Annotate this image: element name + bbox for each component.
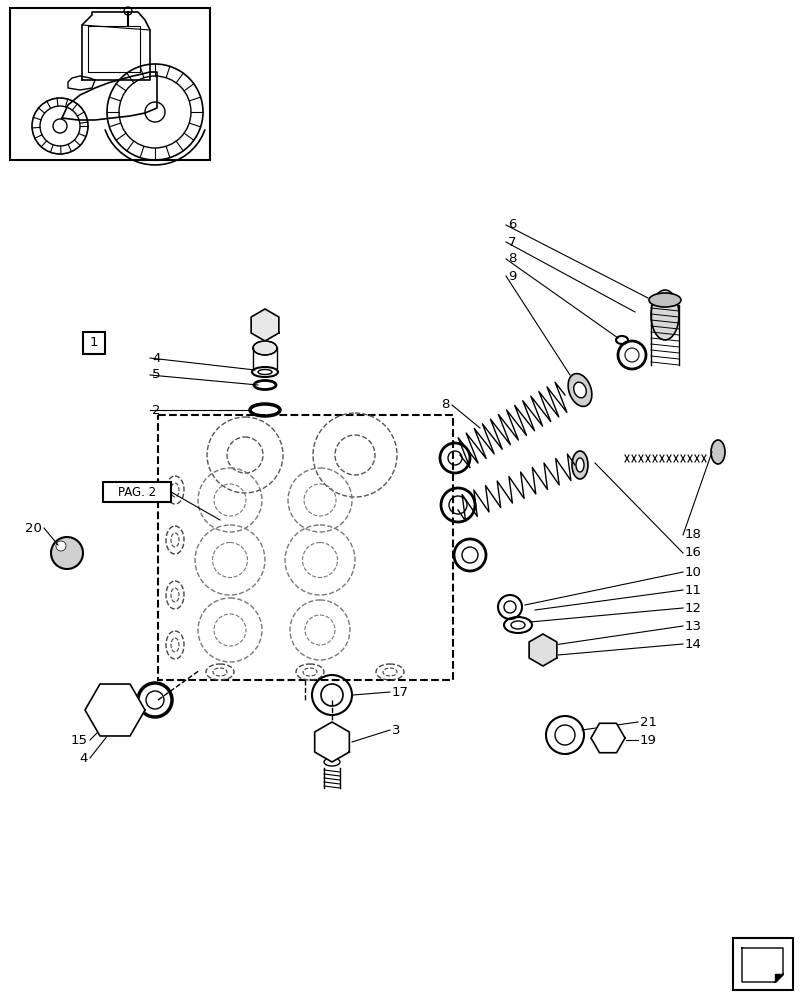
Circle shape [56,541,66,551]
Polygon shape [315,722,349,762]
Text: 4: 4 [79,752,88,764]
Polygon shape [741,948,782,982]
Text: 10: 10 [684,566,701,578]
Text: 9: 9 [508,269,516,282]
Text: 6: 6 [508,219,516,232]
Ellipse shape [648,293,680,307]
Text: 8: 8 [508,252,516,265]
Text: 3: 3 [392,724,400,736]
Polygon shape [85,684,145,736]
Ellipse shape [253,341,277,355]
Text: 16: 16 [684,546,701,560]
Text: PAG. 2: PAG. 2 [118,486,156,498]
Text: 18: 18 [684,528,701,542]
Text: 13: 13 [684,619,702,633]
Ellipse shape [650,290,678,340]
Text: 8: 8 [441,398,449,412]
Polygon shape [590,723,624,753]
Polygon shape [251,309,278,341]
Text: 2: 2 [152,403,161,416]
Circle shape [53,119,67,133]
Bar [103,482,171,502]
Ellipse shape [573,382,586,398]
Text: 14: 14 [684,638,701,650]
Ellipse shape [568,374,591,406]
Text: 20: 20 [25,522,42,534]
Bar [10,8,210,160]
Bar [158,415,453,680]
Ellipse shape [575,458,583,472]
Circle shape [51,537,83,569]
Ellipse shape [571,451,587,479]
Polygon shape [774,974,782,982]
Text: 21: 21 [639,716,656,728]
Text: 7: 7 [508,235,516,248]
Polygon shape [529,634,556,666]
Bar [83,332,105,354]
Text: 1: 1 [90,336,98,350]
Text: 4: 4 [152,352,161,364]
Circle shape [145,102,165,122]
Text: 17: 17 [392,686,409,698]
Text: 15: 15 [71,734,88,746]
Text: 12: 12 [684,601,702,614]
Text: 5: 5 [152,368,161,381]
Bar [732,938,792,990]
Text: 11: 11 [684,584,702,596]
Ellipse shape [710,440,724,464]
Text: 19: 19 [639,734,656,746]
